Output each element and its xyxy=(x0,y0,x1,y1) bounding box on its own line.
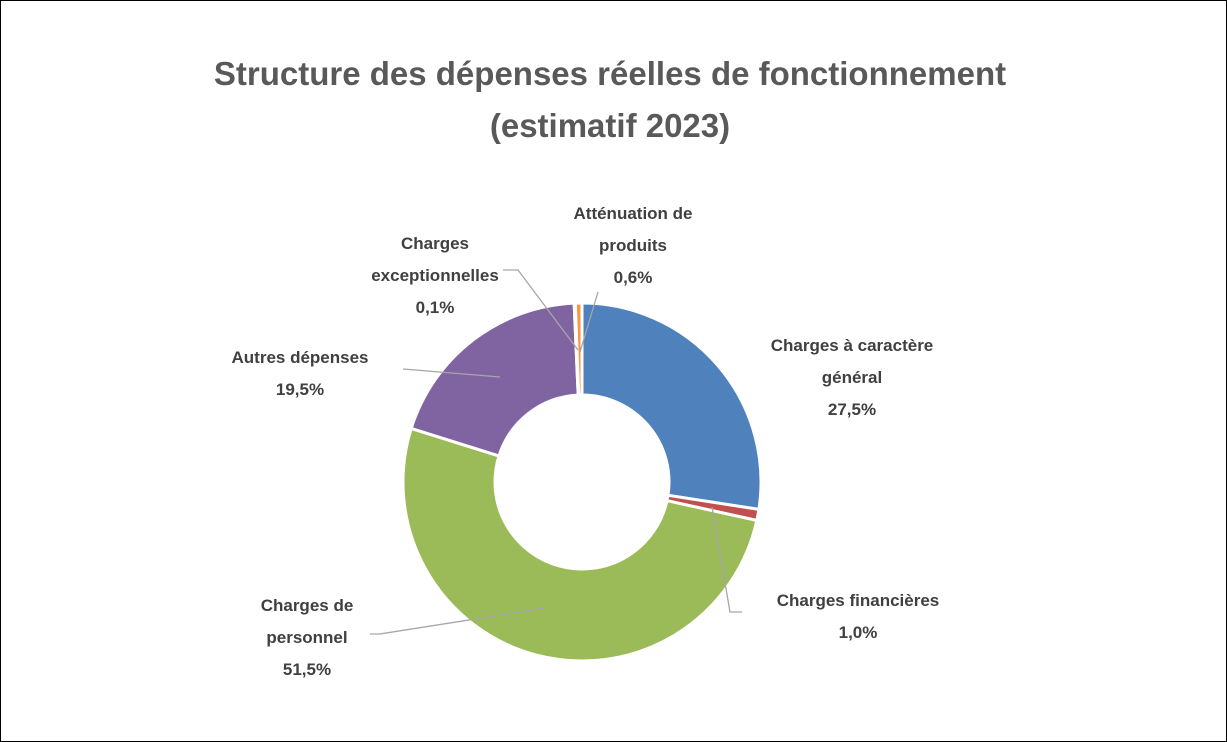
category-name: Charges de personnel xyxy=(260,596,354,647)
value-label: 1,0% xyxy=(838,623,878,642)
data-label: Charges de personnel 51,5% xyxy=(240,590,374,686)
data-label: Charges financières 1,0% xyxy=(730,585,986,649)
data-label: Charges exceptionnelles 0,1% xyxy=(345,228,525,324)
leader-line xyxy=(503,269,579,351)
donut-slice xyxy=(580,301,763,512)
value-label: 51,5% xyxy=(282,660,332,679)
value-label: 0,1% xyxy=(415,298,455,317)
value-label: 19,5% xyxy=(275,380,325,399)
leader-line xyxy=(370,607,546,635)
leader-line xyxy=(711,506,742,613)
donut-slice xyxy=(573,301,584,397)
value-label: 0,6% xyxy=(613,268,653,287)
chart-title: Structure des dépenses réelles de foncti… xyxy=(213,55,1007,144)
category-name: Autres dépenses xyxy=(231,348,369,367)
donut-slice xyxy=(409,301,580,458)
category-name: Charges exceptionnelles xyxy=(371,234,499,285)
data-label: Atténuation de produits 0,6% xyxy=(543,198,723,294)
data-label: Autres dépenses 19,5% xyxy=(200,342,400,406)
donut-slice xyxy=(401,426,759,663)
data-label: Charges à caractère général 27,5% xyxy=(752,330,952,426)
category-name: Charges financières xyxy=(776,591,940,610)
category-name: Atténuation de produits xyxy=(573,204,693,255)
leader-line xyxy=(579,291,599,353)
leader-line xyxy=(402,368,501,378)
value-label: 27,5% xyxy=(827,400,877,419)
category-name: Charges à caractère général xyxy=(770,336,934,387)
